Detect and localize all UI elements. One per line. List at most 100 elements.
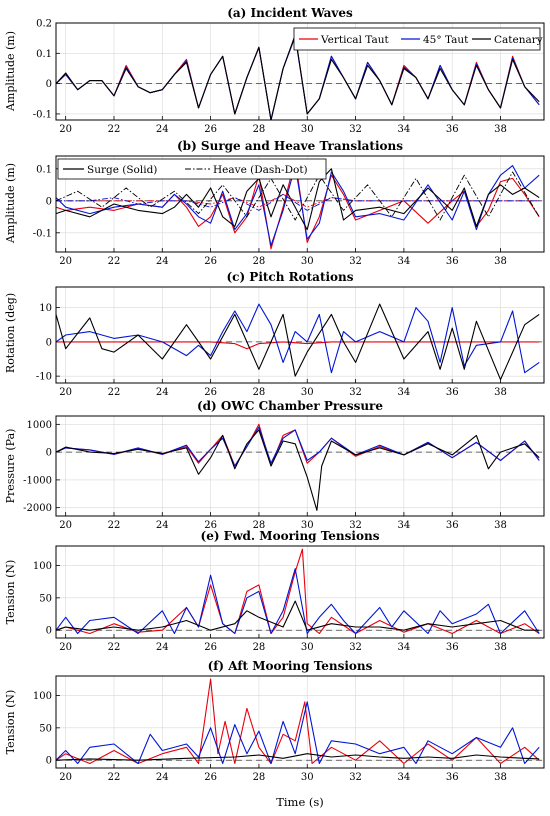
panel-d-ticks: 20 22 24 26 28 30 32 34 36 38 -2000 -1000 0 1000 bbox=[23, 420, 507, 531]
panel-b-ylabel: Amplitude (m) bbox=[4, 163, 17, 244]
panel-f-ticks: 20 22 24 26 28 30 32 34 36 38 0 50 100 bbox=[33, 691, 507, 783]
tick-label-y-e-0: 0 bbox=[46, 626, 52, 637]
series-e-catenary bbox=[55, 600, 540, 631]
tick-label-x-e-34: 34 bbox=[398, 642, 411, 653]
panel-e: (e) Fwd. Mooring Tensions Tension (N) 20… bbox=[4, 529, 545, 653]
tick-label-y-d-1: -1000 bbox=[23, 475, 52, 486]
tick-label-x-c-22: 22 bbox=[108, 387, 121, 398]
tick-label-y-d-3: 1000 bbox=[27, 420, 52, 431]
panel-d: (d) OWC Chamber Pressure Pressure (Pa) 2… bbox=[4, 399, 545, 531]
tick-label-x-b-24: 24 bbox=[156, 256, 169, 267]
tick-label-x-f-38: 38 bbox=[494, 772, 507, 783]
tick-label-x-c-26: 26 bbox=[204, 387, 217, 398]
tick-label-x-e-32: 32 bbox=[349, 642, 362, 653]
panel-a: (a) Incident Waves Amplitude (m) 20 22 24 2… bbox=[4, 6, 545, 135]
tick-label-x-a-24: 24 bbox=[156, 124, 169, 135]
tick-label-x-d-26: 26 bbox=[204, 520, 217, 531]
panel-b: (b) Surge and Heave Translations Amplitu… bbox=[4, 139, 545, 267]
tick-label-y-d-0: -2000 bbox=[23, 503, 52, 514]
panel-d-series bbox=[55, 423, 540, 511]
tick-label-x-a-22: 22 bbox=[108, 124, 121, 135]
panel-f-series bbox=[55, 678, 540, 765]
tick-label-y-f-0: 0 bbox=[46, 756, 52, 767]
legend-b-label-surge: Surge (Solid) bbox=[87, 164, 157, 176]
tick-label-x-a-36: 36 bbox=[446, 124, 459, 135]
tick-label-x-f-28: 28 bbox=[253, 772, 266, 783]
tick-label-x-b-32: 32 bbox=[349, 256, 362, 267]
tick-label-x-e-36: 36 bbox=[446, 642, 459, 653]
tick-label-x-e-30: 30 bbox=[301, 642, 314, 653]
tick-label-x-d-24: 24 bbox=[156, 520, 169, 531]
tick-label-x-d-28: 28 bbox=[253, 520, 266, 531]
panel-d-title: (d) OWC Chamber Pressure bbox=[197, 399, 383, 413]
panel-b-legend: Surge (Solid) Heave (Dash-Dot) bbox=[57, 158, 327, 180]
tick-label-y-b-0: -0.1 bbox=[33, 228, 52, 239]
tick-label-x-d-36: 36 bbox=[446, 520, 459, 531]
tick-label-y-c-1: 0 bbox=[46, 337, 52, 348]
series-d-catenary bbox=[55, 429, 540, 511]
legend-b-box bbox=[57, 158, 327, 180]
tick-label-x-c-20: 20 bbox=[59, 387, 72, 398]
tick-label-x-e-22: 22 bbox=[108, 642, 121, 653]
legend-a-label-45-taut: 45° Taut bbox=[423, 34, 469, 46]
tick-label-y-d-2: 0 bbox=[46, 448, 52, 459]
legend-a-label-catenary: Catenary bbox=[494, 34, 543, 46]
series-c-45-taut bbox=[55, 303, 540, 374]
series-f-45-taut bbox=[55, 701, 540, 765]
tick-label-x-c-34: 34 bbox=[398, 387, 411, 398]
panel-e-ylabel: Tension (N) bbox=[4, 560, 17, 625]
panel-c: (c) Pitch Rotations Rotation (deg) 20 22 2… bbox=[4, 270, 545, 398]
tick-label-x-b-30: 30 bbox=[301, 256, 314, 267]
tick-label-x-b-20: 20 bbox=[59, 256, 72, 267]
tick-label-y-f-2: 100 bbox=[33, 691, 52, 702]
tick-label-x-a-20: 20 bbox=[59, 124, 72, 135]
tick-label-x-c-36: 36 bbox=[446, 387, 459, 398]
tick-label-y-a-0: -0.1 bbox=[33, 109, 52, 120]
x-axis-label: Time (s) bbox=[276, 795, 324, 809]
panel-f-frame bbox=[55, 675, 545, 769]
series-e-45-taut bbox=[55, 568, 540, 635]
panel-f-ylabel: Tension (N) bbox=[4, 690, 17, 755]
tick-label-x-a-38: 38 bbox=[494, 124, 507, 135]
panel-c-title: (c) Pitch Rotations bbox=[226, 270, 353, 284]
tick-label-y-a-2: 0.1 bbox=[36, 49, 52, 60]
panel-a-title: (a) Incident Waves bbox=[227, 6, 353, 20]
panel-e-frame bbox=[55, 545, 545, 639]
panel-a-ylabel: Amplitude (m) bbox=[4, 31, 17, 112]
panel-d-ylabel: Pressure (Pa) bbox=[4, 429, 17, 504]
panel-c-frame bbox=[55, 286, 545, 384]
tick-label-x-f-36: 36 bbox=[446, 772, 459, 783]
series-c-vertical-taut bbox=[56, 341, 540, 350]
tick-label-x-a-32: 32 bbox=[349, 124, 362, 135]
series-e-vertical-taut bbox=[55, 548, 540, 635]
panel-c-series bbox=[55, 303, 540, 381]
tick-label-y-f-1: 50 bbox=[39, 723, 52, 734]
tick-label-x-f-34: 34 bbox=[398, 772, 411, 783]
tick-label-y-c-2: 10 bbox=[39, 303, 52, 314]
series-c-catenary bbox=[55, 303, 540, 381]
series-b-catenary bbox=[55, 168, 540, 231]
tick-label-x-b-22: 22 bbox=[108, 256, 121, 267]
legend-a-label-vertical-taut: Vertical Taut bbox=[320, 34, 389, 46]
tick-label-x-d-30: 30 bbox=[301, 520, 314, 531]
tick-label-x-e-24: 24 bbox=[156, 642, 169, 653]
tick-label-x-f-22: 22 bbox=[108, 772, 121, 783]
tick-label-y-e-2: 100 bbox=[33, 561, 52, 572]
series-d-vertical-taut bbox=[55, 423, 540, 467]
tick-label-x-b-26: 26 bbox=[204, 256, 217, 267]
tick-label-x-e-26: 26 bbox=[204, 642, 217, 653]
tick-label-x-b-34: 34 bbox=[398, 256, 411, 267]
tick-label-x-f-20: 20 bbox=[59, 772, 72, 783]
panel-e-series bbox=[55, 548, 540, 635]
panel-d-frame bbox=[55, 415, 545, 517]
tick-label-x-a-26: 26 bbox=[204, 124, 217, 135]
tick-label-x-e-28: 28 bbox=[253, 642, 266, 653]
tick-label-x-a-28: 28 bbox=[253, 124, 266, 135]
tick-label-x-a-30: 30 bbox=[301, 124, 314, 135]
tick-label-y-b-1: 0 bbox=[46, 196, 52, 207]
tick-label-x-a-34: 34 bbox=[398, 124, 411, 135]
panel-b-frame bbox=[55, 155, 545, 253]
series-b-heave-45-taut bbox=[56, 193, 540, 211]
panel-c-ylabel: Rotation (deg) bbox=[4, 293, 17, 373]
